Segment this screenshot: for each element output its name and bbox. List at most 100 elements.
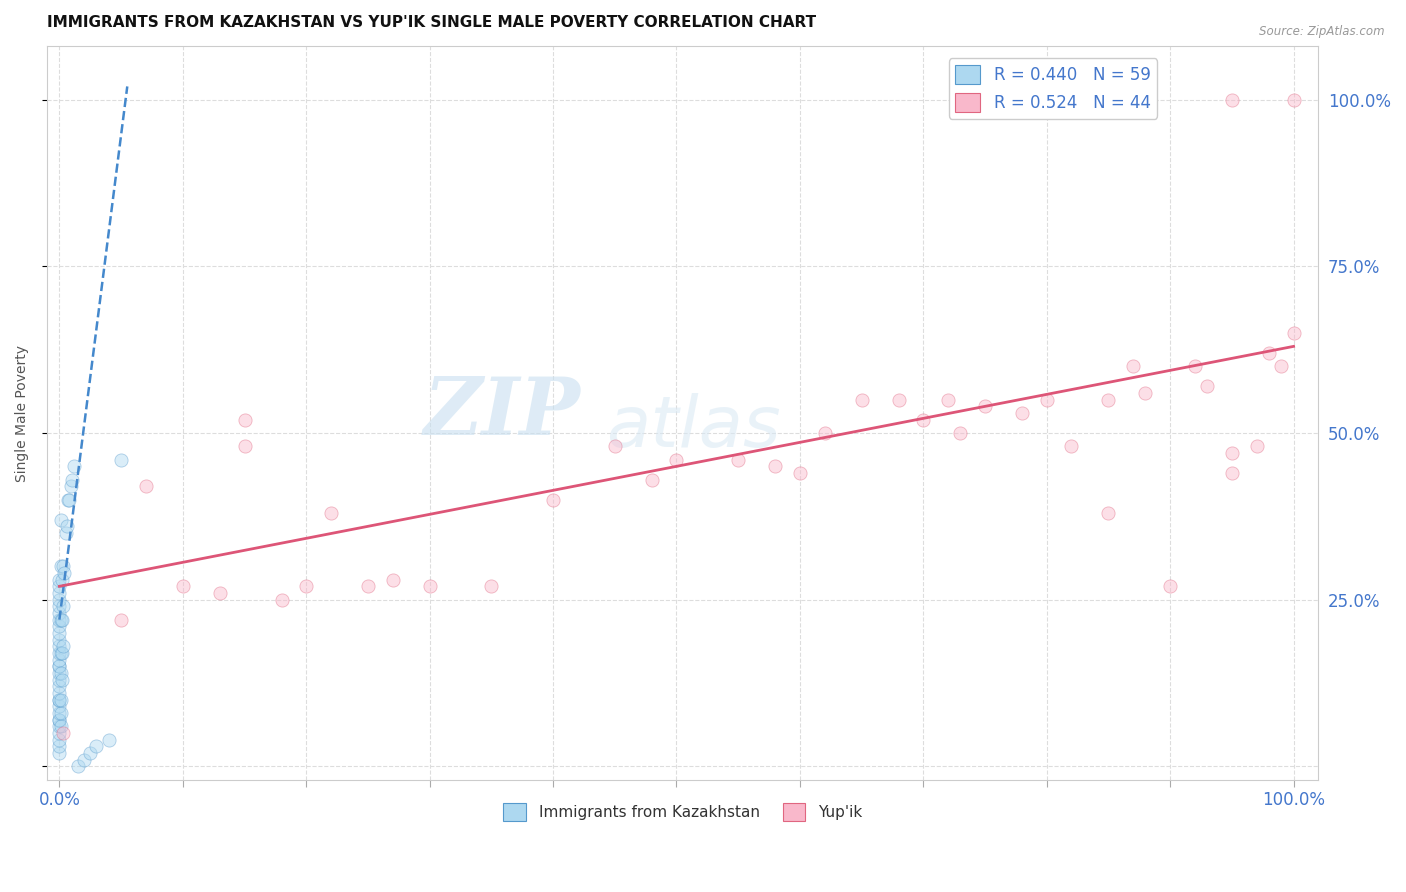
Point [59, 479, 82, 493]
Point [357, 579, 380, 593]
Point [727, 452, 749, 467]
Point [51, 646, 73, 660]
Point [48, 626, 70, 640]
Point [1097, 392, 1119, 407]
Text: Source: ZipAtlas.com: Source: ZipAtlas.com [1260, 25, 1385, 38]
Point [48, 659, 70, 673]
Point [48, 692, 70, 706]
Text: ZIP: ZIP [425, 375, 581, 451]
Text: IMMIGRANTS FROM KAZAKHSTAN VS YUP'IK SINGLE MALE POVERTY CORRELATION CHART: IMMIGRANTS FROM KAZAKHSTAN VS YUP'IK SIN… [46, 15, 815, 30]
Point [110, 613, 132, 627]
Point [1220, 446, 1243, 460]
Point [48, 719, 70, 733]
Point [48, 706, 70, 720]
Point [479, 579, 502, 593]
Point [48, 599, 70, 614]
Point [49, 559, 72, 574]
Point [48, 673, 70, 687]
Point [49, 646, 72, 660]
Point [1135, 386, 1157, 401]
Point [52, 640, 75, 654]
Point [1060, 439, 1083, 453]
Point [48, 646, 70, 660]
Point [51, 573, 73, 587]
Point [52, 726, 75, 740]
Point [1122, 359, 1144, 374]
Point [949, 425, 972, 440]
Point [48, 746, 70, 760]
Point [66, 759, 89, 773]
Point [52, 559, 75, 574]
Point [541, 492, 564, 507]
Point [665, 452, 688, 467]
Point [48, 619, 70, 633]
Point [79, 746, 101, 760]
Point [48, 686, 70, 700]
Point [48, 606, 70, 620]
Point [233, 439, 256, 453]
Point [936, 392, 959, 407]
Point [1220, 466, 1243, 480]
Point [1282, 93, 1305, 107]
Point [58, 492, 80, 507]
Point [48, 632, 70, 647]
Point [49, 613, 72, 627]
Y-axis label: Single Male Poverty: Single Male Poverty [15, 344, 30, 482]
Point [1159, 579, 1181, 593]
Point [1035, 392, 1057, 407]
Point [60, 473, 83, 487]
Point [86, 739, 108, 754]
Point [1270, 359, 1292, 374]
Point [1257, 346, 1279, 360]
Point [48, 699, 70, 714]
Point [48, 613, 70, 627]
Point [1246, 439, 1268, 453]
Point [52, 599, 75, 614]
Point [887, 392, 910, 407]
Point [319, 506, 342, 520]
Point [1097, 506, 1119, 520]
Text: atlas: atlas [606, 393, 780, 462]
Point [48, 586, 70, 600]
Point [233, 413, 256, 427]
Point [51, 673, 73, 687]
Point [208, 586, 231, 600]
Point [48, 739, 70, 754]
Point [270, 592, 292, 607]
Point [53, 566, 76, 580]
Point [381, 573, 404, 587]
Point [48, 713, 70, 727]
Point [110, 452, 132, 467]
Point [48, 732, 70, 747]
Point [172, 579, 194, 593]
Point [48, 592, 70, 607]
Point [912, 413, 935, 427]
Point [56, 492, 79, 507]
Point [48, 726, 70, 740]
Point [48, 573, 70, 587]
Point [49, 706, 72, 720]
Point [97, 732, 120, 747]
Point [48, 659, 70, 673]
Point [48, 579, 70, 593]
Point [1220, 93, 1243, 107]
Point [813, 425, 835, 440]
Point [73, 753, 96, 767]
Point [56, 519, 79, 533]
Point [641, 473, 664, 487]
Point [48, 692, 70, 706]
Point [49, 665, 72, 680]
Point [1184, 359, 1206, 374]
Point [974, 400, 997, 414]
Point [49, 719, 72, 733]
Point [48, 665, 70, 680]
Point [1011, 406, 1033, 420]
Point [48, 713, 70, 727]
Point [1282, 326, 1305, 340]
Legend: Immigrants from Kazakhstan, Yup'ik: Immigrants from Kazakhstan, Yup'ik [498, 797, 868, 827]
Point [51, 613, 73, 627]
Point [49, 513, 72, 527]
Point [851, 392, 873, 407]
Point [789, 466, 811, 480]
Point [763, 459, 786, 474]
